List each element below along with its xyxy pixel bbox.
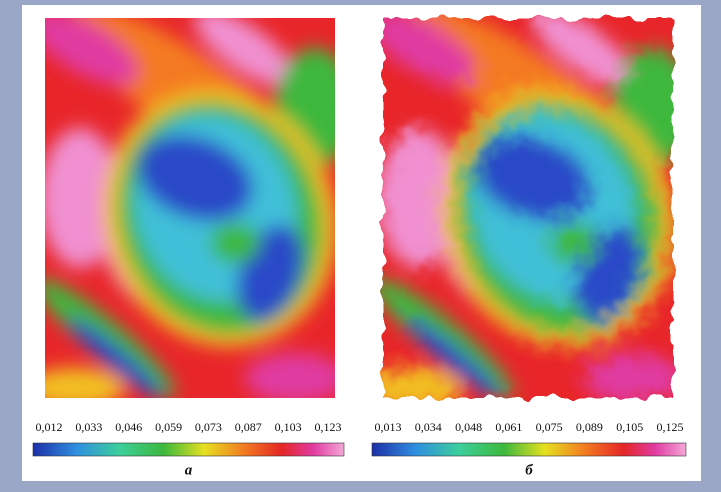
colorbar-tick-label: 0,073 (195, 420, 222, 434)
colorbar-tick-label: 0,012 (36, 420, 63, 434)
heatmap-right (359, 0, 711, 410)
colorbar-tick-label: 0,033 (75, 420, 102, 434)
colorbar-tick-label: 0,089 (576, 420, 603, 434)
panel-caption: а (185, 462, 193, 478)
colorbar-tick-label: 0,034 (415, 420, 442, 434)
colorbar-tick-label: 0,125 (657, 420, 684, 434)
colorbar-tick-label: 0,087 (235, 420, 262, 434)
colorbar-tick-label: 0,105 (616, 420, 643, 434)
colorbar-tick-label: 0,059 (155, 420, 182, 434)
colorbar (32, 442, 345, 457)
colorbar-tick-label: 0,075 (536, 420, 563, 434)
colorbar-tick-label: 0,048 (455, 420, 482, 434)
panel-caption: б (525, 462, 533, 478)
heatmap-left (21, 0, 373, 410)
colorbars: 0,012 0,033 0,046 0,059 0,073 0,087 0,103 0,123… (32, 420, 687, 478)
colorbar-tick-label: 0,103 (275, 420, 302, 434)
colorbar-tick-label: 0,061 (495, 420, 522, 434)
colorbar-tick-label: 0,013 (375, 420, 402, 434)
colorbar-tick-label: 0,046 (115, 420, 142, 434)
colorbar (371, 442, 687, 457)
colorbar-tick-label: 0,123 (315, 420, 342, 434)
